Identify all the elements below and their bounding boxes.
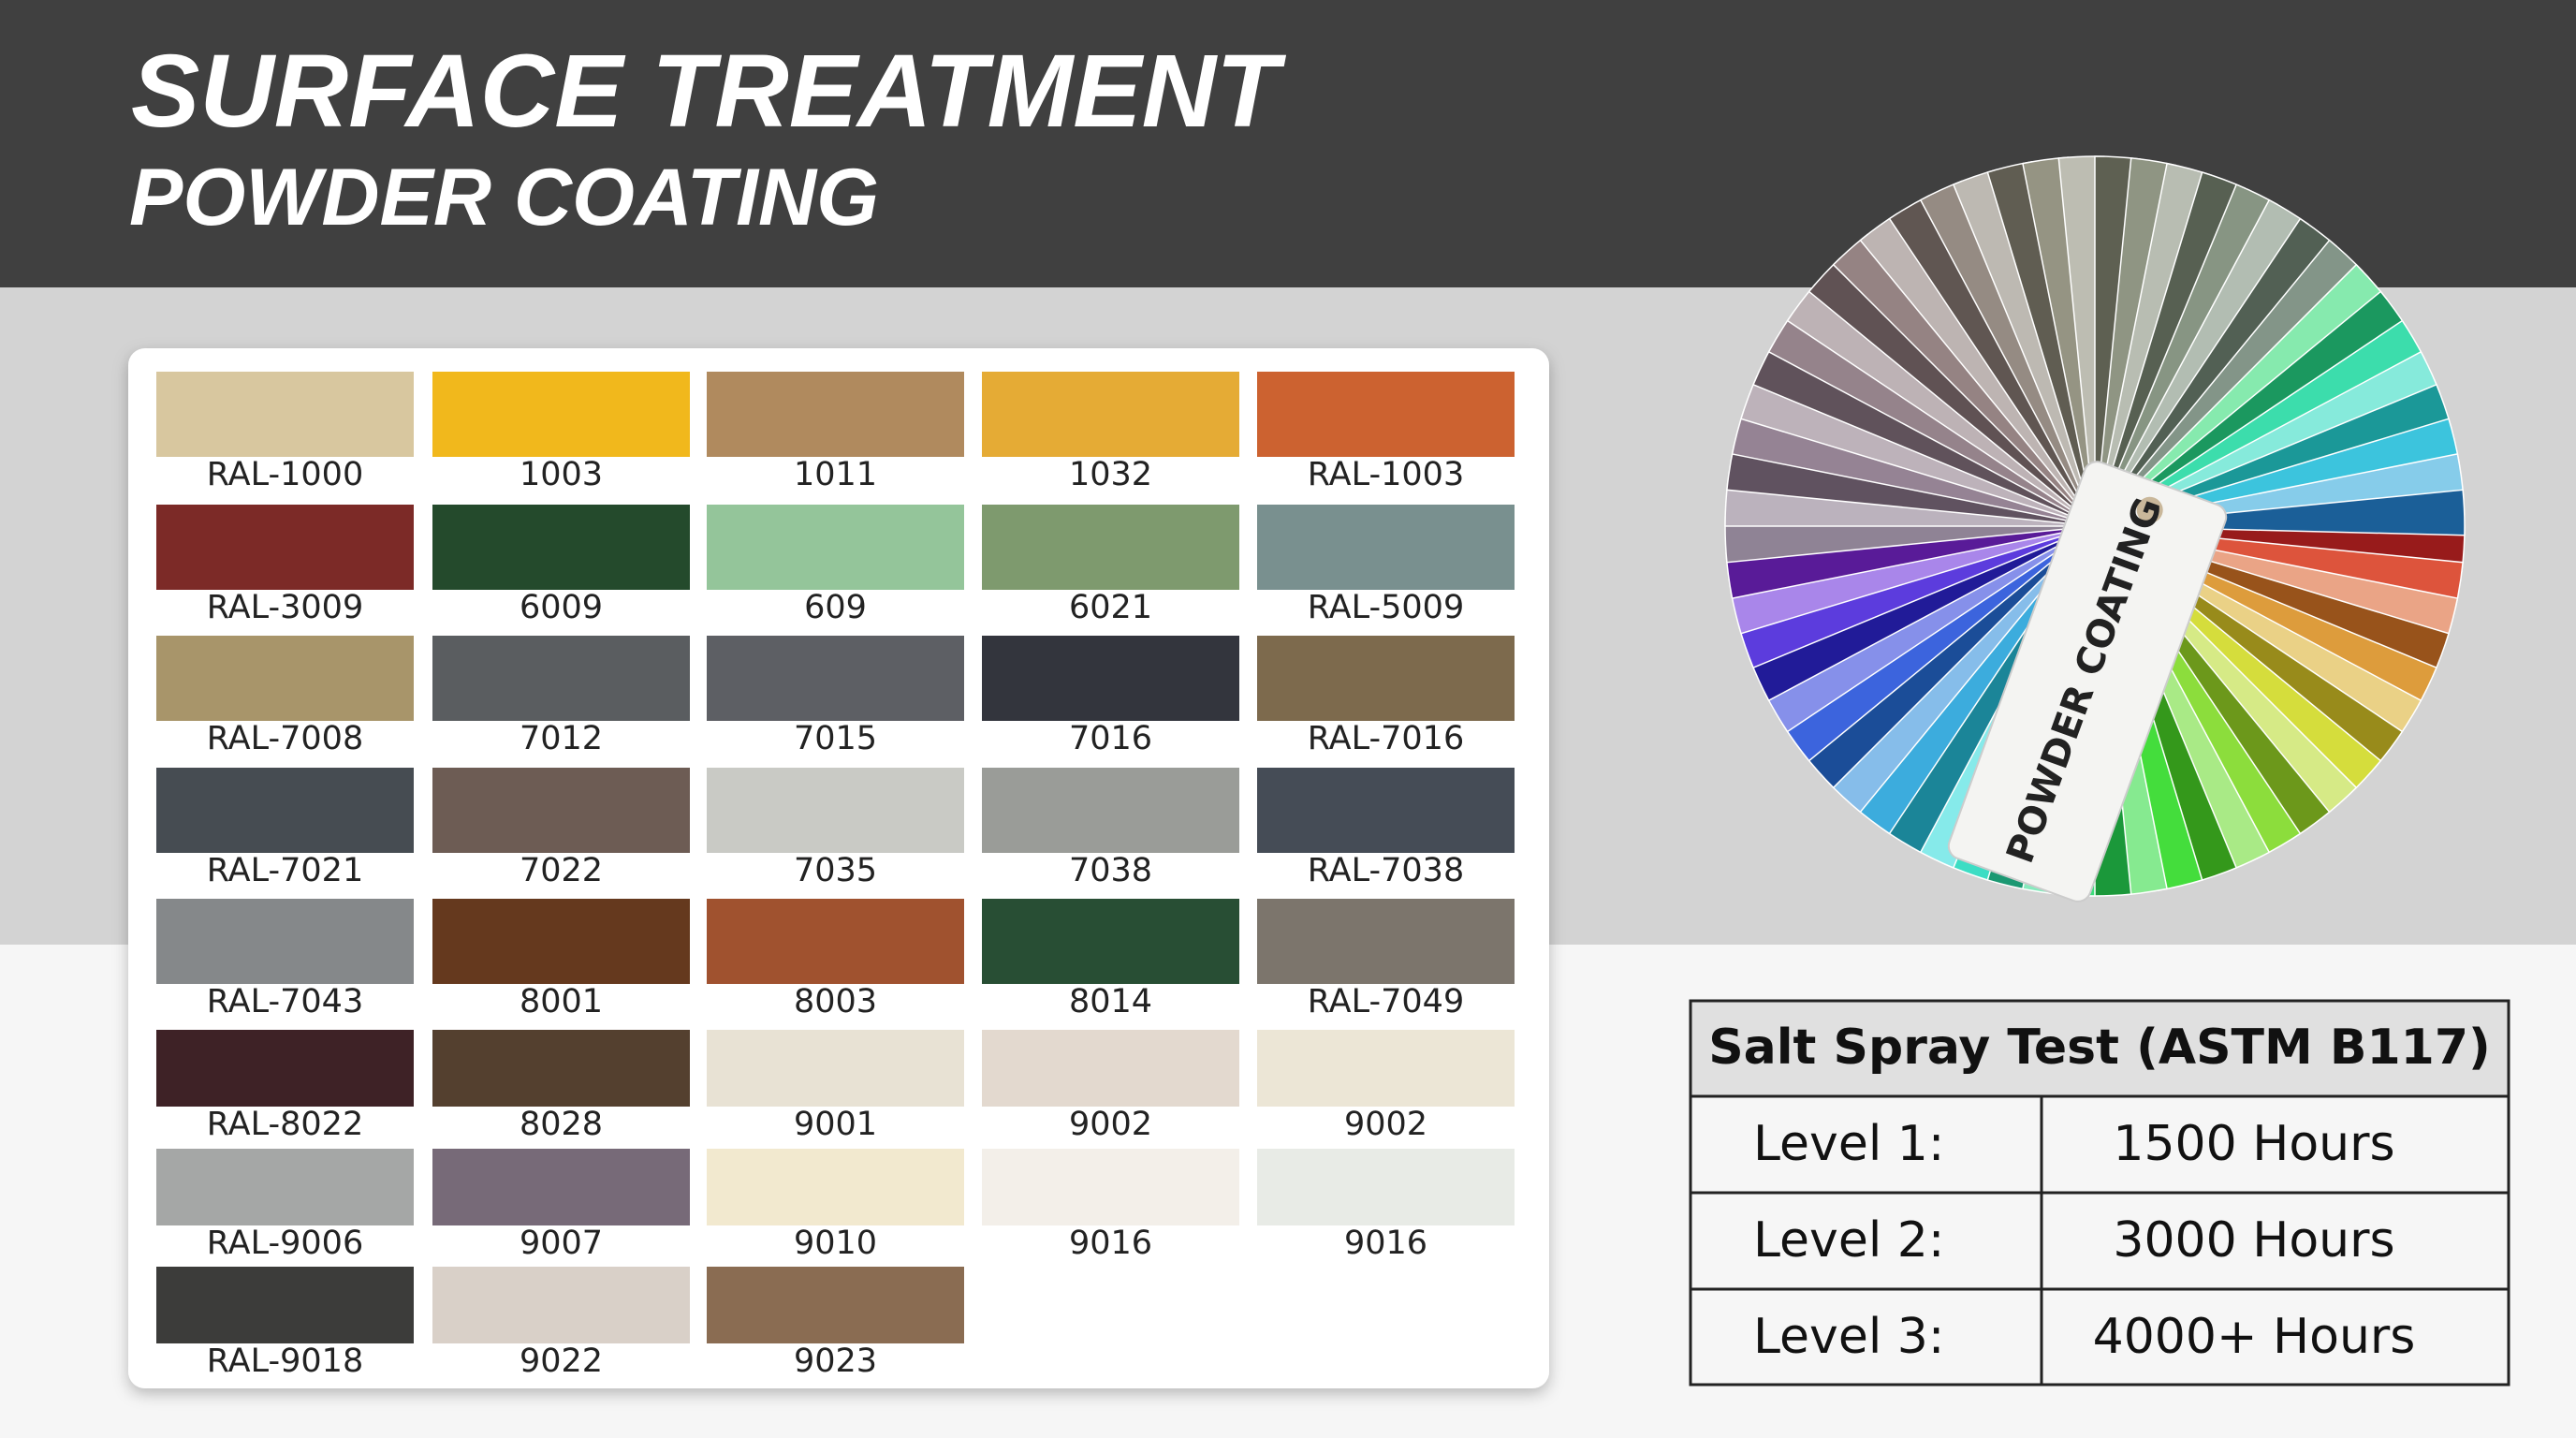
- title: SURFACE TREATMENT: [131, 34, 1286, 149]
- swatch-label: 8028: [520, 1106, 603, 1143]
- swatch: [156, 636, 414, 721]
- swatch-grid: RAL-1000 1003 1011 1032 RAL-1003 RAL-3009 6009…: [156, 372, 1515, 1380]
- level: Level 3:: [1753, 1309, 1944, 1365]
- swatch-label: 9007: [520, 1225, 603, 1262]
- swatch-label: 6009: [520, 589, 603, 626]
- table-title: Salt Spray Test (ASTM B117): [1708, 1020, 2491, 1076]
- swatch: [156, 1149, 414, 1225]
- swatch-label: 9002: [1069, 1106, 1152, 1143]
- hours: 4000+ Hours: [2093, 1309, 2416, 1365]
- swatch-card: [128, 348, 1549, 1388]
- swatch-label: RAL-7021: [207, 852, 363, 889]
- swatch-label: 9002: [1344, 1106, 1427, 1143]
- swatch-label: 7015: [794, 720, 877, 757]
- swatch: [1257, 636, 1515, 721]
- swatch: [707, 1030, 964, 1107]
- swatch-label: 7035: [794, 852, 877, 889]
- swatch: [707, 1149, 964, 1225]
- swatch: [156, 899, 414, 984]
- swatch: [1257, 1149, 1515, 1225]
- swatch: [1257, 1030, 1515, 1107]
- swatch-label: RAL-9006: [207, 1225, 363, 1262]
- swatch-label: RAL-9018: [207, 1343, 363, 1380]
- swatch: [156, 372, 414, 457]
- swatch: [1257, 768, 1515, 853]
- swatch: [432, 1030, 690, 1107]
- swatch: [1257, 899, 1515, 984]
- swatch-label: 7022: [520, 852, 603, 889]
- swatch: [156, 768, 414, 853]
- swatch-label: 9010: [794, 1225, 877, 1262]
- swatch: [432, 768, 690, 853]
- swatch: [982, 372, 1239, 457]
- swatch: [982, 636, 1239, 721]
- swatch: [1257, 372, 1515, 457]
- swatch-label: RAL-7049: [1308, 983, 1464, 1020]
- swatch-label: 6021: [1069, 589, 1152, 626]
- swatch: [982, 1030, 1239, 1107]
- hours: 1500 Hours: [2113, 1116, 2394, 1172]
- level: Level 1:: [1753, 1116, 1944, 1172]
- swatch: [432, 372, 690, 457]
- salt-spray-table: Salt Spray Test (ASTM B117) Level 1: 150…: [1689, 999, 2510, 1387]
- swatch-label: RAL-7008: [207, 720, 363, 757]
- swatch-label: 9016: [1069, 1225, 1152, 1262]
- swatch-label: RAL-8022: [207, 1106, 363, 1143]
- swatch-label: RAL-3009: [207, 589, 363, 626]
- swatch: [432, 899, 690, 984]
- swatch: [432, 505, 690, 590]
- swatch: [982, 1149, 1239, 1225]
- swatch: [707, 899, 964, 984]
- swatch-label: 609: [804, 589, 867, 626]
- swatch: [432, 1267, 690, 1343]
- swatch-label: RAL-1003: [1308, 456, 1464, 493]
- swatch-label: 1003: [520, 456, 603, 493]
- swatch-label: 9023: [794, 1343, 877, 1380]
- swatch-label: RAL-7043: [207, 983, 363, 1020]
- subtitle: POWDER COATING: [129, 153, 879, 242]
- swatch: [982, 899, 1239, 984]
- swatch-label: 9016: [1344, 1225, 1427, 1262]
- swatch: [156, 1030, 414, 1107]
- level: Level 2:: [1753, 1212, 1944, 1269]
- swatch: [707, 505, 964, 590]
- swatch-label: 1011: [794, 456, 877, 493]
- card-hole: [2136, 496, 2163, 523]
- swatch-label: RAL-5009: [1308, 589, 1464, 626]
- swatch-label: 7038: [1069, 852, 1152, 889]
- swatch: [707, 768, 964, 853]
- swatch: [707, 372, 964, 457]
- swatch: [707, 1267, 964, 1343]
- swatch: [707, 636, 964, 721]
- swatch-label: 7016: [1069, 720, 1152, 757]
- swatch: [156, 1267, 414, 1343]
- card: [1947, 461, 2228, 902]
- swatch-label: RAL-7016: [1308, 720, 1464, 757]
- swatch-label: RAL-1000: [207, 456, 363, 493]
- hours: 3000 Hours: [2113, 1212, 2394, 1269]
- swatch: [982, 768, 1239, 853]
- swatch-label: 8001: [520, 983, 603, 1020]
- swatch-label: 8003: [794, 983, 877, 1020]
- swatch-label: RAL-7038: [1308, 852, 1464, 889]
- swatch: [156, 505, 414, 590]
- swatch: [982, 505, 1239, 590]
- swatch: [1257, 505, 1515, 590]
- swatch-label: 9001: [794, 1106, 877, 1143]
- swatch-label: 8014: [1069, 983, 1152, 1020]
- swatch: [432, 636, 690, 721]
- swatch-label: 7012: [520, 720, 603, 757]
- swatch-label: 9022: [520, 1343, 603, 1380]
- swatch-label: 1032: [1069, 456, 1152, 493]
- swatch: [432, 1149, 690, 1225]
- table-header-bg: [1690, 1001, 2509, 1096]
